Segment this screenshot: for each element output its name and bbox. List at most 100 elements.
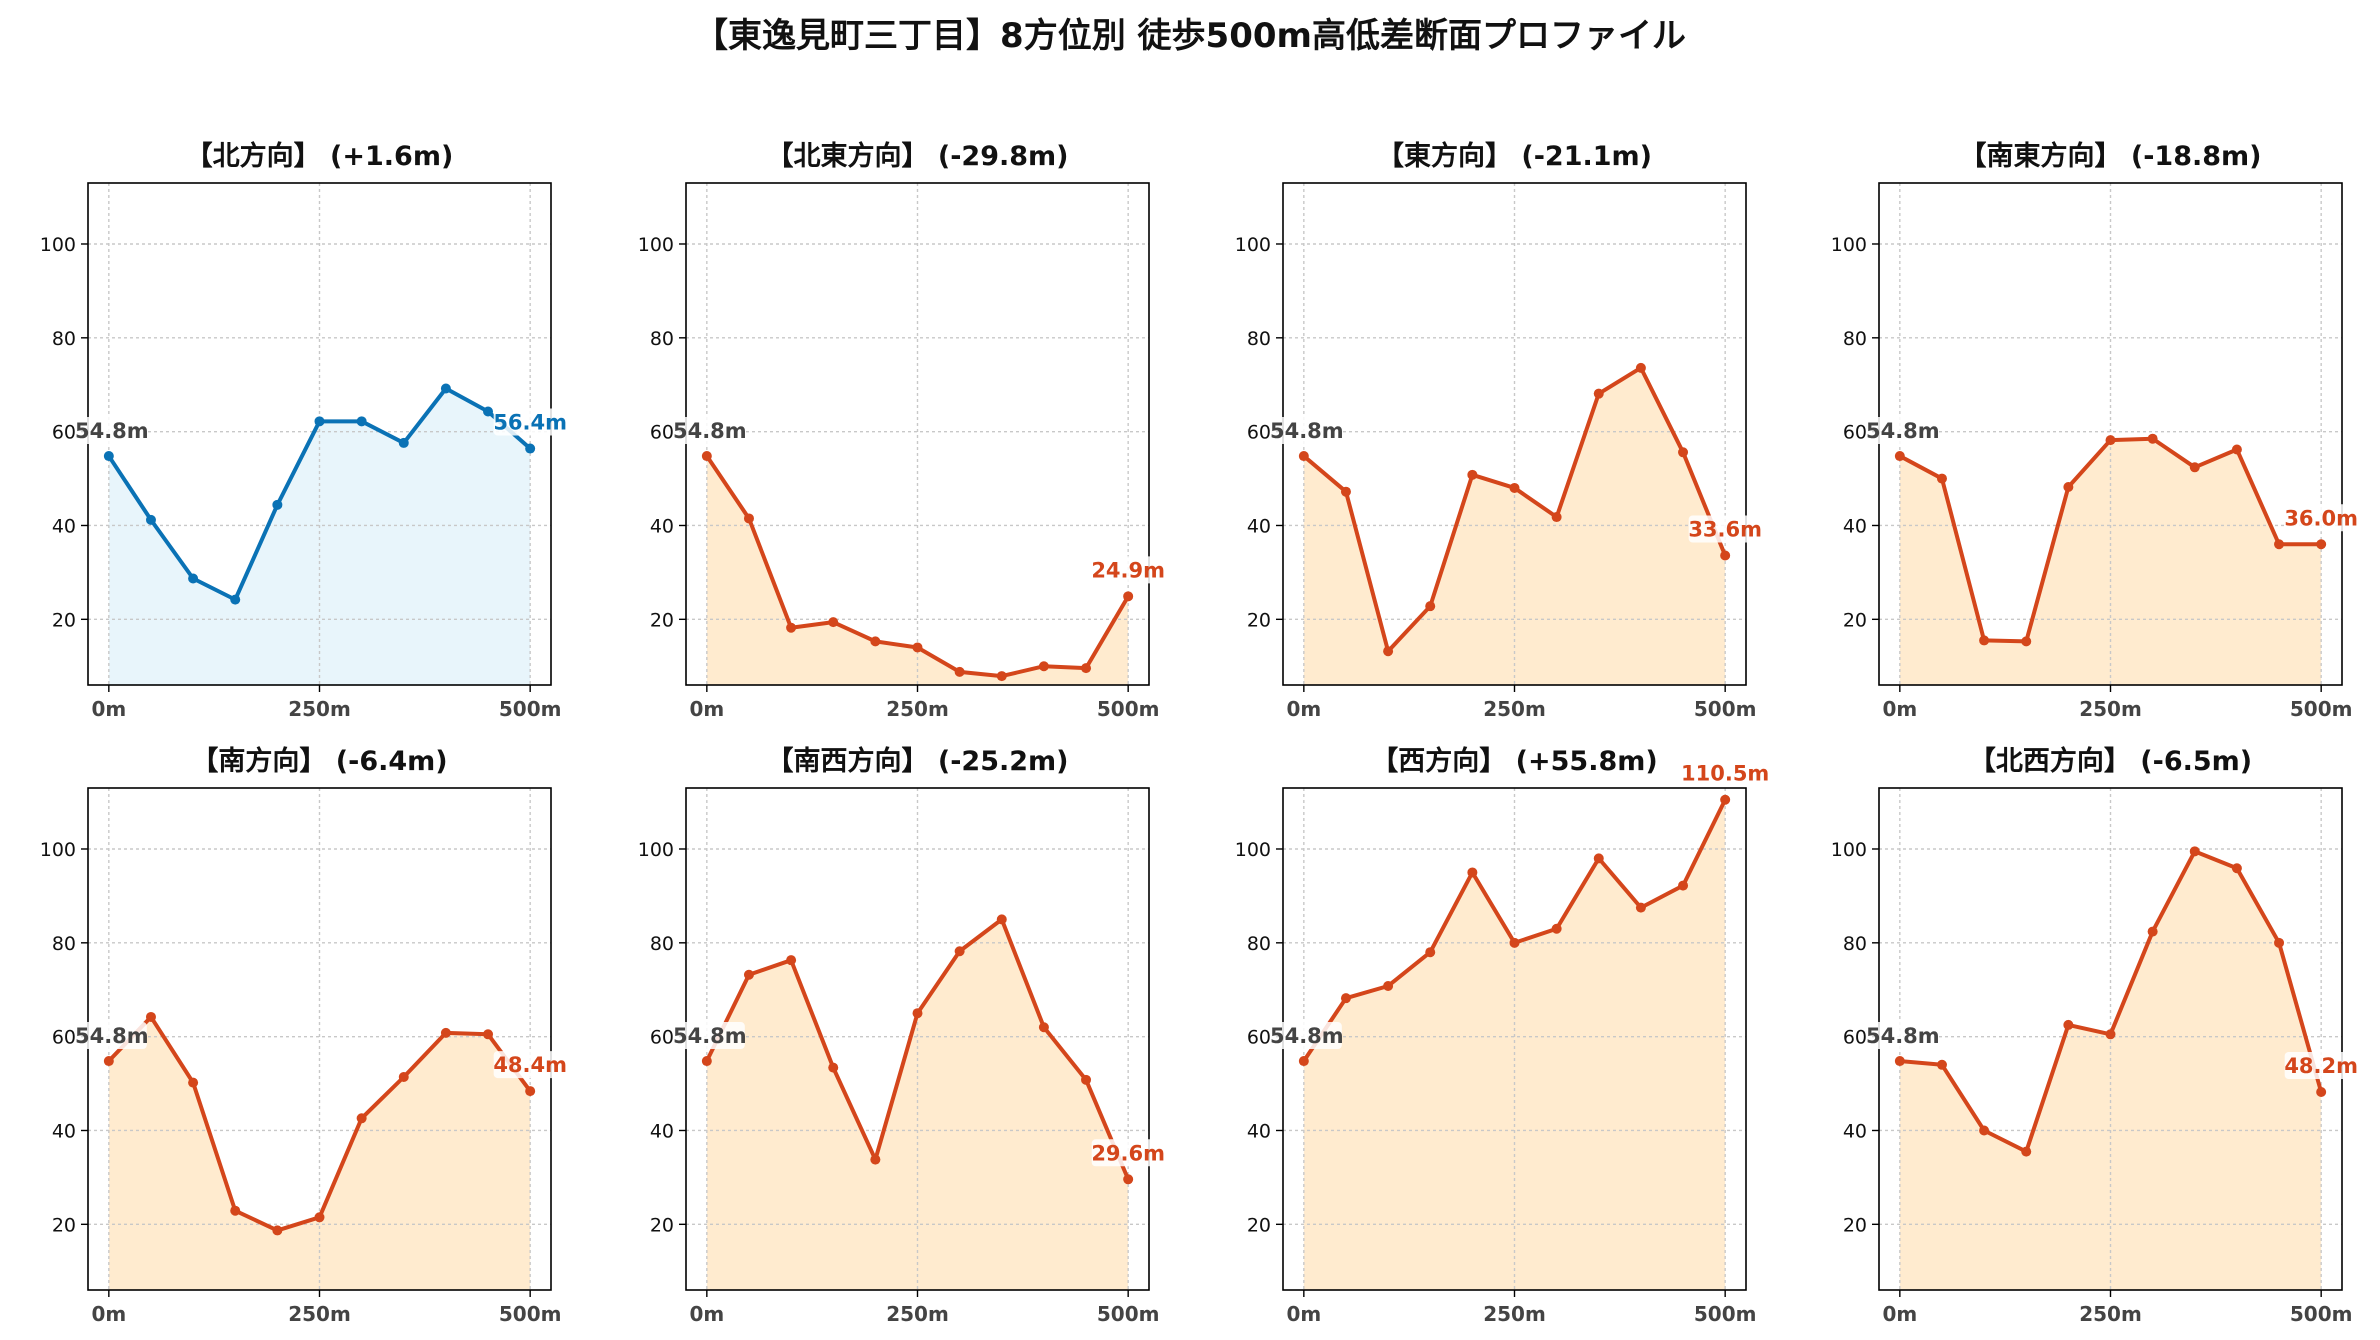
data-point — [1635, 362, 1646, 373]
data-point — [483, 406, 494, 417]
data-point — [103, 1056, 114, 1067]
data-point — [1467, 469, 1478, 480]
y-tick-label: 100 — [40, 839, 76, 861]
y-tick-label: 40 — [52, 515, 76, 537]
chart-panel: 【南西方向】 (-25.2m) 20 40 60 80 100 0m 250m 500m 54.8… — [638, 745, 1165, 1326]
data-point — [1720, 550, 1731, 561]
end-value-label: 110.5m — [1681, 762, 1769, 786]
end-label-bg — [1688, 515, 1762, 543]
data-point — [743, 969, 754, 980]
y-tick-label: 60 — [1247, 1027, 1271, 1049]
data-point — [230, 1205, 241, 1216]
x-tick-label: 0m — [689, 1302, 724, 1326]
x-tick-label: 0m — [91, 697, 126, 721]
data-point — [2274, 539, 2285, 550]
end-label-bg — [2284, 1052, 2358, 1080]
x-tick-label: 0m — [1286, 697, 1321, 721]
y-tick-label: 80 — [52, 328, 76, 350]
area-fill — [108, 1016, 531, 1290]
chart-title: 【西方向】 (+55.8m) — [1371, 745, 1657, 777]
y-tick-label: 80 — [1843, 933, 1867, 955]
x-tick-label: 250m — [1483, 1302, 1546, 1326]
data-point — [1593, 853, 1604, 864]
data-point — [1081, 1074, 1092, 1085]
start-label-bg — [76, 1022, 147, 1050]
data-point — [525, 443, 536, 454]
data-point — [1038, 1022, 1049, 1033]
y-tick-label: 20 — [1247, 1214, 1271, 1236]
chart-title: 【南方向】 (-6.4m) — [191, 745, 447, 777]
chart-panel: 【東方向】 (-21.1m) 20 40 60 80 100 0m 250m 500m 54.8m… — [1235, 140, 1762, 721]
y-tick-label: 60 — [52, 1027, 76, 1049]
data-point — [188, 1077, 199, 1088]
data-point — [1509, 937, 1520, 948]
data-point — [188, 573, 199, 584]
data-point — [743, 513, 754, 524]
data-point — [2316, 539, 2327, 550]
x-tick-label: 500m — [2290, 1302, 2353, 1326]
y-tick-label: 60 — [1247, 422, 1271, 444]
end-value-label: 33.6m — [1688, 518, 1762, 542]
data-point — [1894, 451, 1905, 462]
data-point — [1383, 980, 1394, 991]
data-point — [272, 1225, 283, 1236]
y-tick-label: 80 — [52, 933, 76, 955]
y-tick-label: 20 — [1843, 609, 1867, 631]
y-tick-label: 60 — [650, 1027, 674, 1049]
data-point — [2105, 435, 2116, 446]
chart-panel: 【北東方向】 (-29.8m) 20 40 60 80 100 0m 250m 500m 54.8… — [638, 140, 1165, 721]
y-tick-label: 80 — [1843, 328, 1867, 350]
data-point — [870, 636, 881, 647]
y-tick-label: 20 — [1247, 609, 1271, 631]
data-point — [2189, 846, 2200, 857]
chart-title: 【東方向】 (-21.1m) — [1377, 140, 1652, 172]
data-point — [2231, 444, 2242, 455]
data-point — [272, 499, 283, 510]
x-tick-label: 500m — [1097, 1302, 1160, 1326]
chart-panel: 【西方向】 (+55.8m) 20 40 60 80 100 0m 250m 500m 54.8m… — [1235, 745, 1770, 1326]
data-point — [1551, 923, 1562, 934]
end-label-bg — [493, 1051, 567, 1079]
y-tick-label: 40 — [650, 515, 674, 537]
data-point — [912, 642, 923, 653]
x-tick-label: 500m — [499, 697, 562, 721]
data-point — [1298, 1056, 1309, 1067]
data-point — [1551, 512, 1562, 523]
data-point — [2063, 482, 2074, 493]
y-tick-label: 20 — [650, 609, 674, 631]
data-point — [314, 1212, 325, 1223]
start-label-bg — [76, 417, 147, 445]
y-tick-label: 100 — [1831, 234, 1867, 256]
x-tick-label: 500m — [1694, 1302, 1757, 1326]
data-point — [103, 451, 114, 462]
data-point — [996, 671, 1007, 682]
figure-title: 【東逸見町三丁目】8方位別 徒歩500m高低差断面プロファイル — [694, 16, 1686, 56]
data-point — [398, 437, 409, 448]
y-tick-label: 100 — [638, 839, 674, 861]
end-value-label: 29.6m — [1091, 1141, 1165, 1165]
data-point — [1979, 1125, 1990, 1136]
y-tick-label: 100 — [1235, 234, 1271, 256]
y-tick-label: 40 — [52, 1120, 76, 1142]
y-tick-label: 40 — [1247, 1120, 1271, 1142]
data-point — [2316, 1087, 2327, 1098]
data-point — [1123, 591, 1134, 602]
data-point — [2274, 937, 2285, 948]
data-point — [356, 416, 367, 427]
data-point — [2021, 636, 2032, 647]
start-value-label: 54.8m — [673, 1024, 747, 1048]
start-value-label: 54.8m — [1270, 1024, 1344, 1048]
data-point — [1894, 1056, 1905, 1067]
start-label-bg — [1867, 1022, 1938, 1050]
chart-panel: 【南東方向】 (-18.8m) 20 40 60 80 100 0m 250m 500m 54.8… — [1831, 140, 2358, 721]
data-point — [1425, 947, 1436, 958]
chart-title: 【南東方向】 (-18.8m) — [1959, 140, 2261, 172]
data-point — [1340, 993, 1351, 1004]
data-point — [954, 666, 965, 677]
x-tick-label: 250m — [2079, 1302, 2142, 1326]
y-tick-label: 100 — [1235, 839, 1271, 861]
data-point — [996, 914, 1007, 925]
x-tick-label: 250m — [288, 697, 351, 721]
chart-title: 【北東方向】 (-29.8m) — [766, 140, 1068, 172]
